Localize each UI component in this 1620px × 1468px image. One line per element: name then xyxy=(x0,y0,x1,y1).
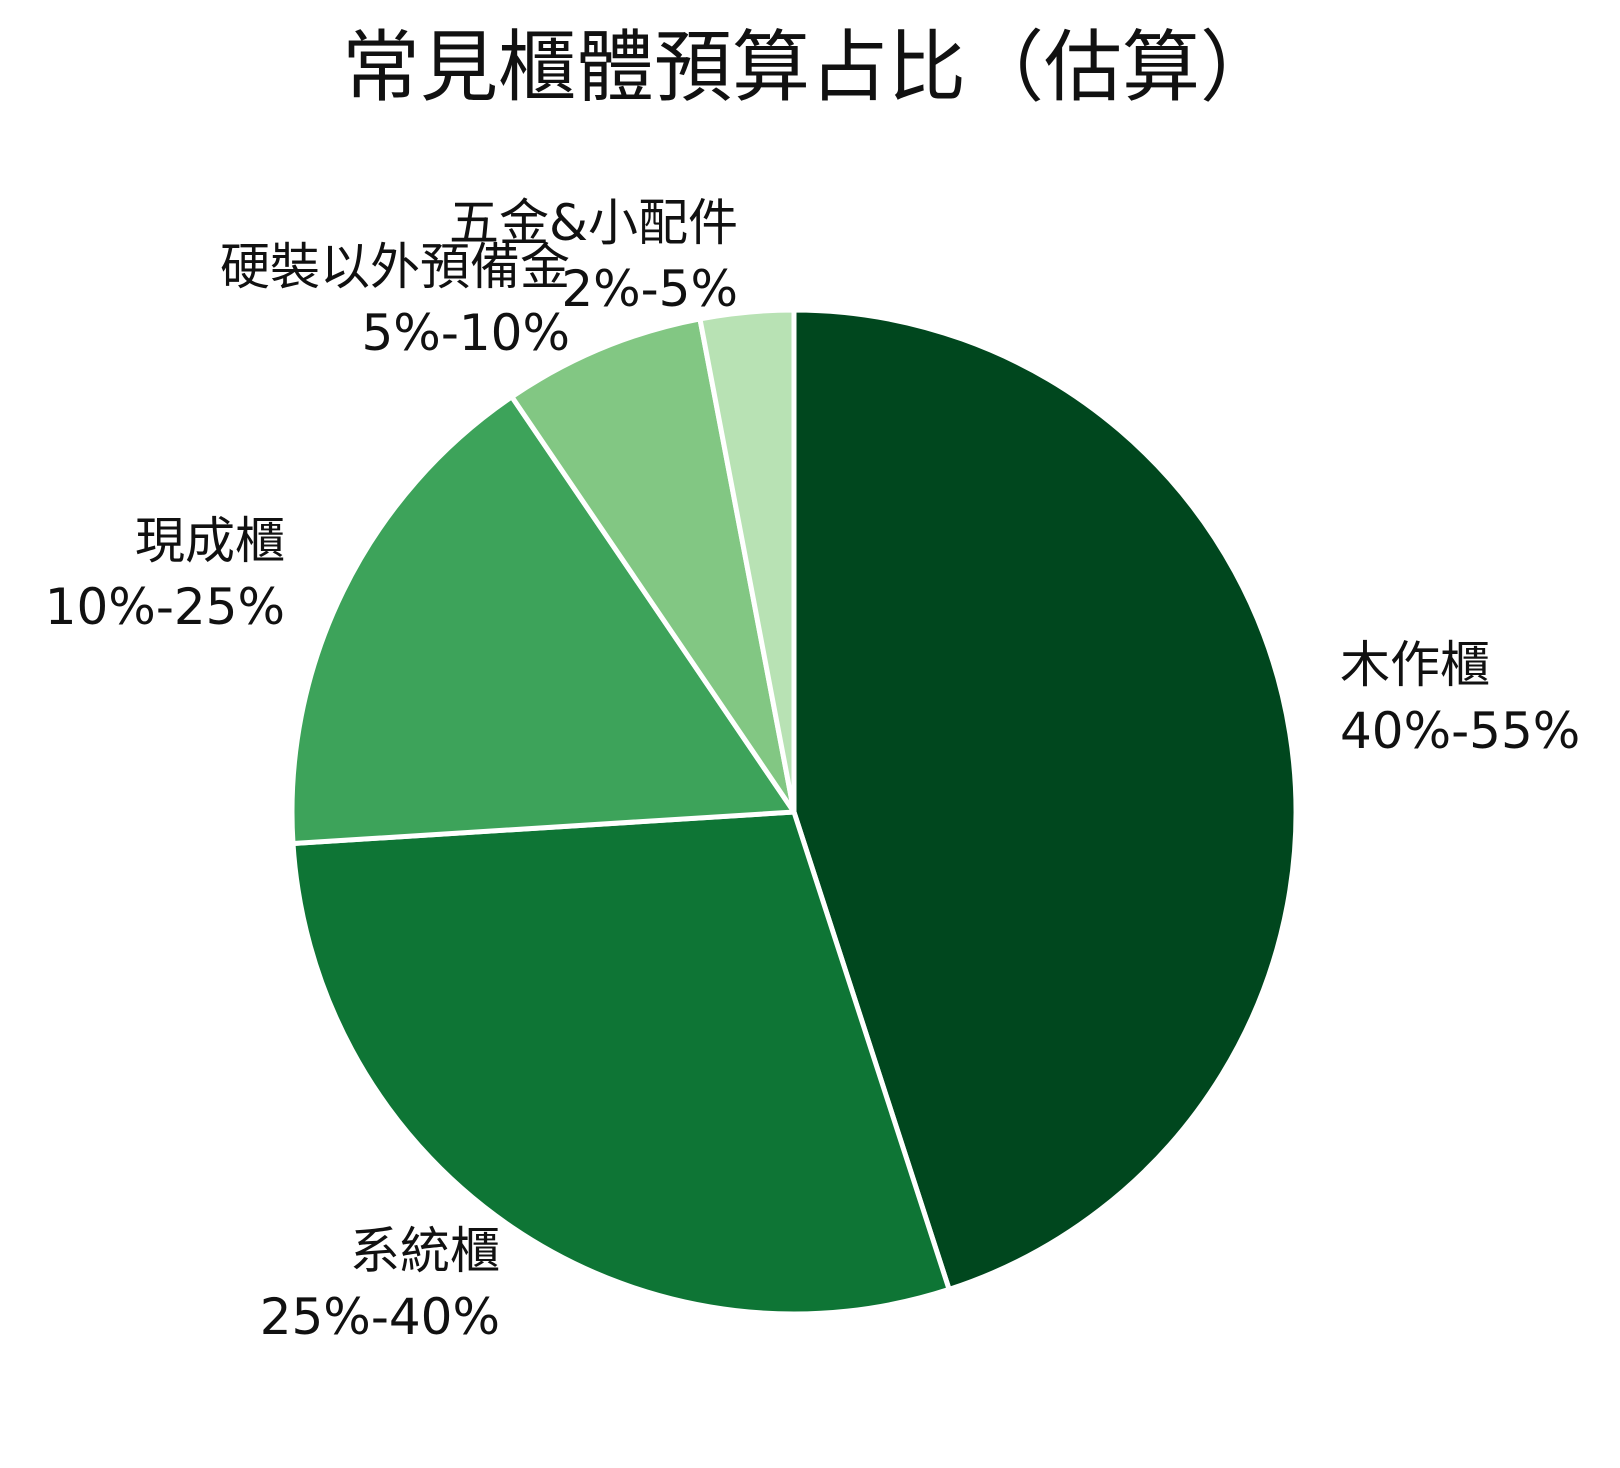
label-slice-1: 系統櫃 25%-40% xyxy=(260,1218,500,1350)
chart-title: 常見櫃體預算占比（估算） xyxy=(341,23,1278,113)
pie-slice-0 xyxy=(791,307,1299,1292)
pie-slice-2 xyxy=(289,394,797,847)
slice-label-range: 40%-55% xyxy=(1340,702,1581,760)
slice-label-name: 木作櫃 xyxy=(1340,636,1490,694)
slice-label-name: 五金&小配件 xyxy=(449,194,738,252)
label-slice-3: 硬裝以外預備金 5%-10% xyxy=(220,234,570,366)
pie-slice-1 xyxy=(290,809,952,1317)
slice-label-name: 硬裝以外預備金 xyxy=(220,238,570,296)
label-slice-2: 現成櫃 10%-25% xyxy=(45,508,285,640)
pie-slice-3 xyxy=(509,316,797,815)
slice-label-name: 現成櫃 xyxy=(135,512,285,570)
label-slice-0: 木作櫃 40%-55% xyxy=(1340,632,1580,764)
pie-slice-4 xyxy=(697,307,797,815)
slice-label-range: 25%-40% xyxy=(259,1288,500,1346)
label-slice-4: 五金&小配件 2%-5% xyxy=(449,190,738,322)
slice-label-range: 5%-10% xyxy=(361,304,571,362)
slice-label-range: 10%-25% xyxy=(44,578,285,636)
slice-label-name: 系統櫃 xyxy=(350,1222,500,1280)
slice-label-range: 2%-5% xyxy=(561,260,738,318)
